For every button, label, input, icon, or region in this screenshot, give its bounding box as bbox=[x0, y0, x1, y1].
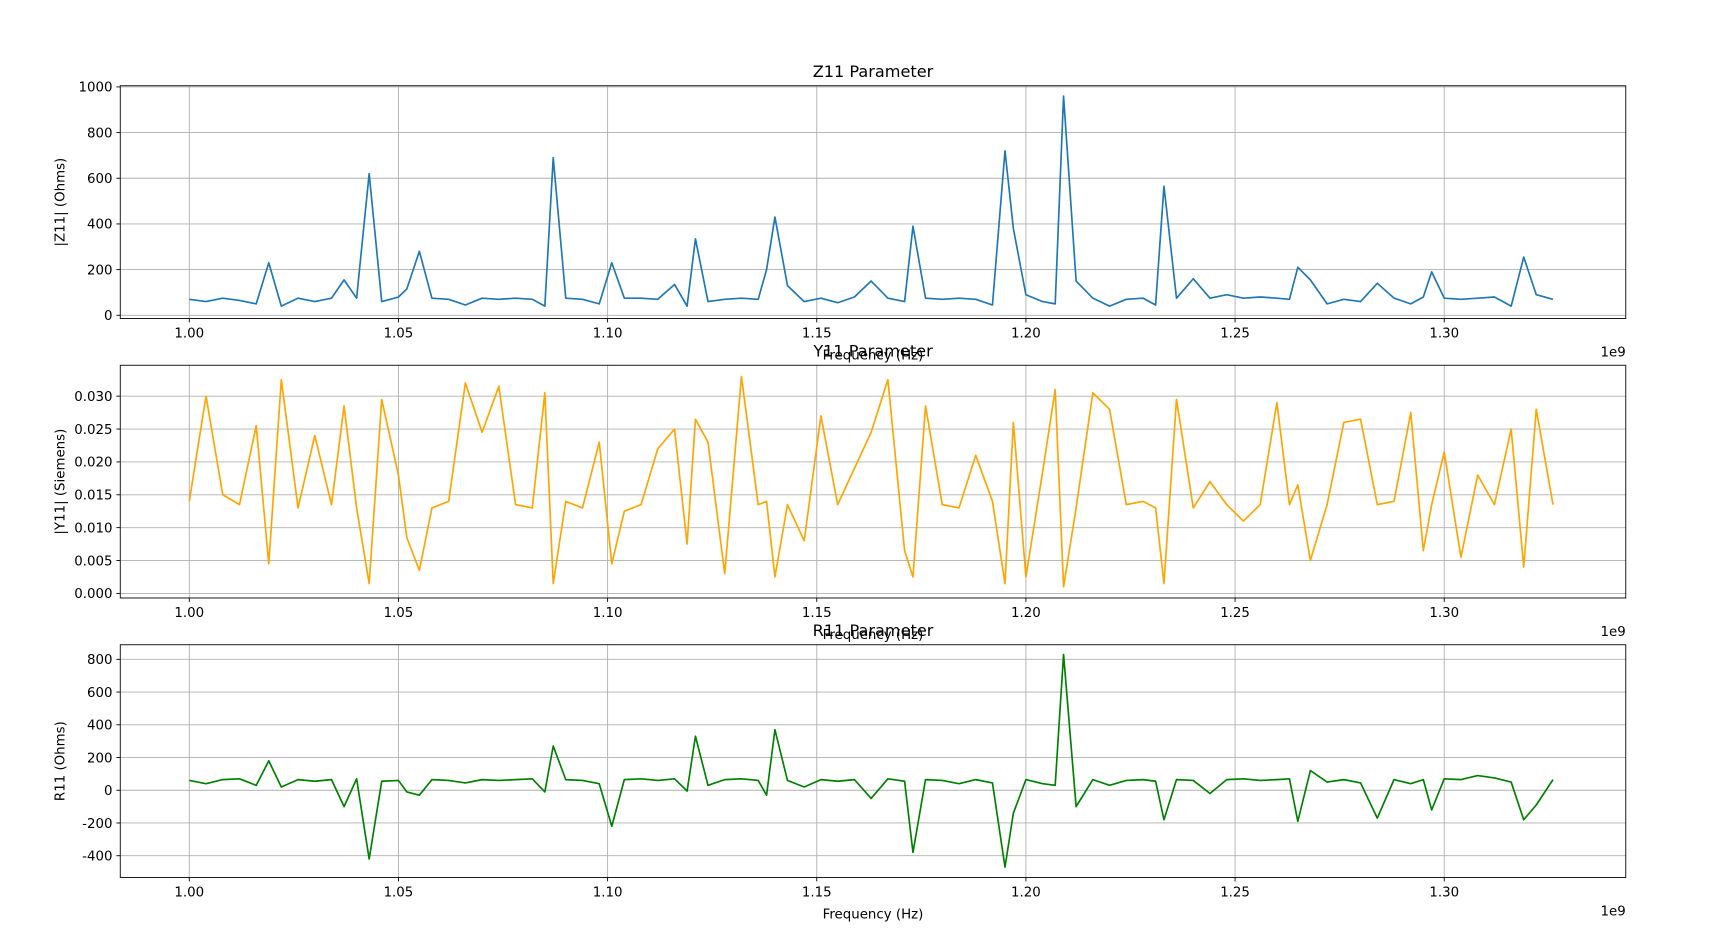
y-tick-label: 400 bbox=[87, 218, 113, 233]
x-tick-label: 1.10 bbox=[593, 885, 623, 900]
data-line bbox=[189, 653, 1554, 869]
x-tick-label: 1.15 bbox=[802, 326, 832, 341]
y-tick-label: 0.005 bbox=[74, 554, 112, 569]
data-line bbox=[189, 95, 1554, 307]
y-tick-label: 0 bbox=[104, 784, 112, 799]
y-tick-label: 1000 bbox=[78, 81, 112, 96]
y-axis-label: R11 (Ohms) bbox=[54, 721, 69, 801]
y-tick-label: 0.020 bbox=[74, 456, 112, 471]
y-tick-label: 600 bbox=[87, 686, 113, 701]
x-offset-label: 1e9 bbox=[1601, 625, 1626, 640]
axes-frame bbox=[119, 85, 1627, 319]
y-tick-label: 600 bbox=[87, 172, 113, 187]
axes-frame bbox=[119, 364, 1627, 599]
y-tick-label: 0.000 bbox=[74, 587, 112, 602]
x-tick-label: 1.00 bbox=[174, 606, 204, 621]
x-tick-label: 1.00 bbox=[174, 326, 204, 341]
x-tick-label: 1.30 bbox=[1429, 606, 1459, 621]
y-tick-label: -200 bbox=[82, 817, 112, 832]
x-tick-label: 1.05 bbox=[384, 326, 414, 341]
chart-title: Y11 Parameter bbox=[812, 341, 933, 360]
y-tick-label: 200 bbox=[87, 751, 113, 766]
x-offset-label: 1e9 bbox=[1601, 904, 1626, 919]
y-axis-label: |Z11| (Ohms) bbox=[54, 158, 69, 247]
x-tick-label: 1.15 bbox=[802, 885, 832, 900]
x-axis-label: Frequency (Hz) bbox=[823, 349, 924, 364]
x-tick-label: 1.30 bbox=[1429, 326, 1459, 341]
x-axis-label: Frequency (Hz) bbox=[823, 908, 924, 923]
chart-title: Z11 Parameter bbox=[813, 62, 934, 81]
x-tick-label: 1.25 bbox=[1220, 885, 1250, 900]
x-tick-label: 1.05 bbox=[384, 885, 414, 900]
y-tick-label: 400 bbox=[87, 719, 113, 734]
x-tick-label: 1.20 bbox=[1011, 326, 1041, 341]
x-offset-label: 1e9 bbox=[1601, 345, 1626, 360]
y-tick-label: -400 bbox=[82, 850, 112, 865]
y-tick-label: 0.025 bbox=[74, 423, 112, 438]
y-axis-label: |Y11| (Siemens) bbox=[54, 429, 69, 535]
y-tick-label: 0.030 bbox=[74, 390, 112, 405]
x-tick-label: 1.30 bbox=[1429, 885, 1459, 900]
x-tick-label: 1.25 bbox=[1220, 606, 1250, 621]
chart-title: R11 Parameter bbox=[813, 621, 934, 640]
x-tick-label: 1.10 bbox=[593, 606, 623, 621]
axes-frame bbox=[119, 644, 1627, 878]
y-tick-label: 0.010 bbox=[74, 521, 112, 536]
x-tick-label: 1.25 bbox=[1220, 326, 1250, 341]
x-axis-label: Frequency (Hz) bbox=[823, 628, 924, 643]
x-tick-label: 1.00 bbox=[174, 885, 204, 900]
y-tick-label: 0.015 bbox=[74, 489, 112, 504]
x-tick-label: 1.20 bbox=[1011, 606, 1041, 621]
x-tick-label: 1.15 bbox=[802, 606, 832, 621]
y-tick-label: 0 bbox=[104, 309, 112, 324]
data-line bbox=[188, 375, 1554, 588]
y-tick-label: 800 bbox=[87, 653, 113, 668]
y-tick-label: 200 bbox=[87, 263, 113, 278]
x-tick-label: 1.20 bbox=[1011, 885, 1041, 900]
x-tick-label: 1.05 bbox=[384, 606, 414, 621]
y-tick-label: 800 bbox=[87, 126, 113, 141]
x-tick-label: 1.10 bbox=[593, 326, 623, 341]
